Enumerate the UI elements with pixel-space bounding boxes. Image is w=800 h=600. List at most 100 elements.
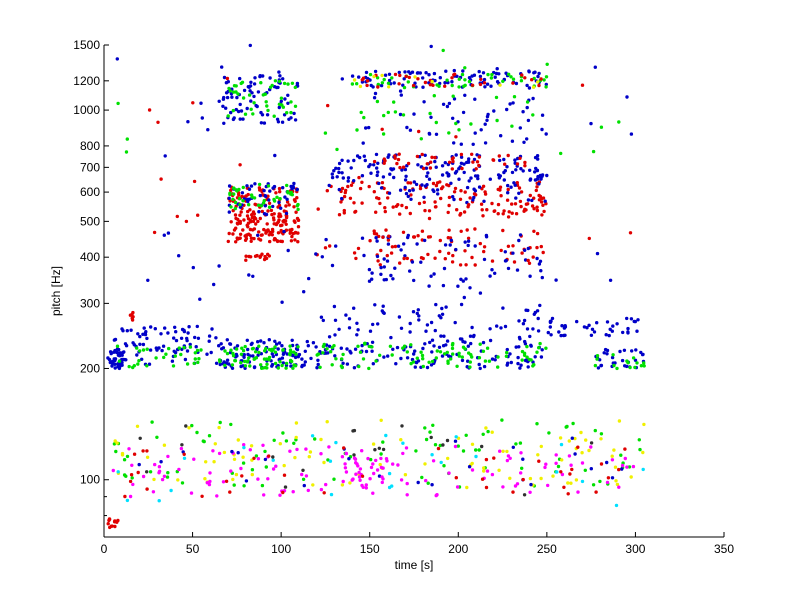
data-point	[536, 80, 540, 84]
data-point	[523, 164, 527, 168]
data-point	[477, 163, 481, 168]
data-point	[518, 337, 522, 341]
data-point	[253, 182, 257, 186]
data-point	[521, 169, 525, 173]
data-point	[117, 359, 122, 363]
data-point	[526, 198, 531, 202]
data-point	[612, 363, 616, 368]
data-point	[314, 252, 318, 256]
data-point	[239, 364, 243, 369]
data-point	[334, 244, 338, 248]
data-point	[344, 313, 348, 317]
data-point	[421, 166, 426, 171]
data-point	[476, 174, 480, 178]
data-point	[639, 364, 644, 368]
data-point	[358, 478, 362, 482]
data-point	[381, 440, 385, 444]
data-point	[263, 449, 267, 454]
data-point	[398, 261, 402, 265]
data-point	[628, 365, 632, 370]
data-point	[383, 73, 388, 77]
data-point	[451, 159, 455, 164]
data-point	[293, 364, 298, 368]
data-point	[438, 76, 442, 80]
data-point	[466, 159, 471, 164]
data-point	[270, 83, 274, 88]
data-point	[240, 474, 244, 478]
data-point	[330, 172, 334, 176]
data-point	[595, 251, 600, 256]
data-point	[533, 170, 537, 174]
data-point	[446, 210, 450, 215]
data-point	[447, 203, 451, 208]
data-point	[466, 236, 471, 240]
data-point	[377, 196, 381, 201]
data-point	[416, 308, 420, 312]
data-point	[276, 366, 280, 370]
data-point	[360, 201, 364, 205]
data-point	[340, 357, 344, 361]
data-point	[283, 195, 287, 199]
data-point	[150, 420, 154, 424]
data-point	[369, 457, 373, 462]
data-point	[405, 125, 409, 130]
data-point	[455, 74, 459, 79]
data-point	[543, 199, 547, 203]
data-point	[266, 252, 270, 256]
data-point	[511, 244, 515, 248]
data-point	[412, 278, 416, 283]
data-point	[387, 85, 391, 89]
data-point	[403, 473, 408, 477]
data-point	[442, 352, 447, 356]
data-point	[386, 242, 391, 246]
data-point	[532, 76, 536, 81]
data-point	[282, 113, 287, 117]
data-point	[554, 461, 558, 465]
data-point	[550, 316, 555, 321]
data-point	[166, 231, 171, 235]
data-point	[249, 99, 253, 103]
data-point	[523, 207, 527, 211]
data-point	[291, 353, 295, 358]
data-point	[362, 115, 366, 120]
data-point	[489, 76, 494, 80]
data-point	[404, 174, 408, 178]
data-point	[490, 357, 495, 361]
data-point	[342, 208, 346, 213]
data-point	[540, 213, 544, 217]
data-point	[290, 81, 295, 86]
data-point	[409, 197, 413, 201]
data-point	[528, 334, 532, 339]
data-point	[576, 445, 580, 449]
data-point	[346, 159, 350, 163]
data-point	[484, 485, 489, 490]
data-point	[510, 202, 514, 206]
data-point	[470, 461, 474, 466]
data-point	[231, 117, 236, 122]
data-point	[218, 362, 222, 367]
data-point	[535, 256, 539, 261]
data-point	[302, 483, 306, 488]
data-point	[213, 442, 217, 446]
data-point	[401, 113, 406, 117]
data-point	[405, 256, 409, 261]
data-point	[398, 112, 403, 117]
data-point	[454, 476, 458, 480]
data-point	[387, 234, 391, 238]
data-point	[452, 197, 456, 202]
data-point	[434, 165, 438, 169]
data-point	[453, 444, 458, 449]
data-point	[451, 156, 455, 160]
data-point	[337, 166, 341, 171]
data-point	[535, 168, 540, 173]
data-point	[131, 482, 135, 487]
data-point	[629, 317, 634, 321]
data-point	[507, 210, 511, 214]
data-point	[626, 361, 630, 365]
data-point	[377, 234, 381, 239]
data-point	[250, 468, 255, 472]
data-point	[590, 327, 595, 331]
data-point	[441, 443, 445, 447]
data-point	[420, 475, 424, 480]
data-point	[421, 364, 425, 369]
